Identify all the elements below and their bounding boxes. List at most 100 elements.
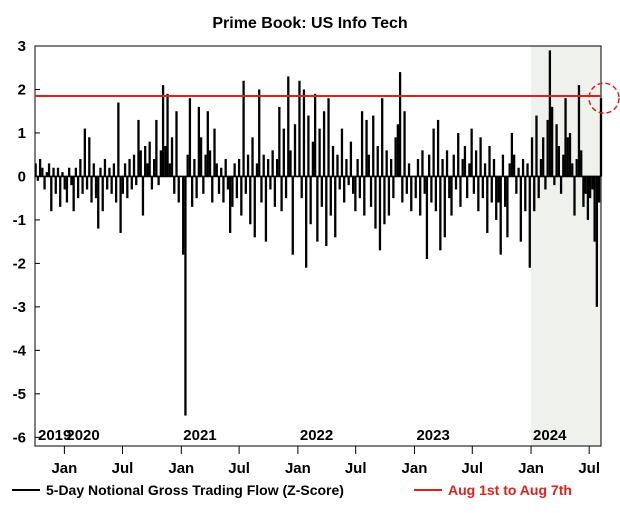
bar	[220, 167, 223, 177]
bar	[376, 146, 379, 177]
bar	[468, 163, 471, 177]
bar	[83, 128, 86, 177]
x-year-label: 2023	[416, 427, 449, 444]
bar	[347, 176, 350, 186]
bar	[392, 176, 395, 199]
bar	[407, 163, 411, 177]
bar	[63, 176, 66, 190]
bar	[439, 176, 442, 251]
bar	[542, 137, 545, 177]
bar	[416, 159, 420, 177]
y-tick-label: -1	[13, 212, 26, 229]
bar	[186, 154, 189, 177]
bar	[148, 141, 151, 177]
bar	[441, 159, 444, 177]
bar	[367, 154, 370, 177]
bar	[161, 85, 165, 177]
bar	[452, 154, 455, 177]
bar	[302, 89, 306, 177]
bar	[436, 119, 440, 177]
bar	[559, 176, 563, 194]
bar	[311, 141, 315, 177]
bar	[128, 159, 131, 177]
bar	[305, 176, 308, 268]
bar	[331, 146, 335, 177]
bar	[463, 146, 467, 177]
bar	[271, 150, 274, 177]
y-tick-label: -2	[13, 255, 26, 272]
bar	[383, 176, 386, 225]
bar	[336, 154, 339, 177]
bar	[369, 176, 373, 207]
bar	[141, 176, 145, 216]
bar	[530, 137, 534, 177]
bar	[354, 176, 357, 212]
bar	[193, 159, 196, 177]
x-month-label: Jan	[168, 460, 194, 477]
bar	[184, 176, 187, 416]
bar	[282, 128, 285, 177]
bar	[599, 98, 603, 177]
bar	[432, 128, 435, 177]
bar	[103, 159, 107, 177]
bar	[307, 115, 310, 177]
bar	[553, 176, 556, 186]
bar	[173, 176, 176, 194]
bar	[528, 176, 531, 268]
bar	[555, 124, 558, 177]
bar	[197, 106, 201, 177]
x-month-label: Jul	[228, 460, 250, 477]
bar	[191, 176, 194, 207]
bar	[278, 106, 281, 177]
bar	[443, 176, 446, 238]
bar	[506, 176, 509, 238]
bar	[430, 176, 433, 203]
bar	[139, 150, 142, 177]
bar	[112, 163, 116, 177]
x-month-label: Jul	[461, 460, 483, 477]
bar	[515, 176, 518, 194]
bar	[356, 159, 359, 177]
bar	[414, 176, 417, 199]
x-year-label: 2019	[38, 427, 71, 444]
bar	[150, 176, 154, 190]
bar	[255, 163, 259, 177]
bar	[182, 176, 185, 255]
bar	[97, 176, 100, 229]
bar	[61, 172, 64, 177]
y-tick-label: 0	[18, 168, 26, 185]
bar	[497, 176, 500, 203]
bar	[495, 176, 498, 220]
bar	[164, 146, 167, 177]
bar	[526, 163, 529, 177]
bar	[253, 176, 256, 238]
bar	[101, 176, 104, 212]
bar	[327, 98, 330, 177]
bar	[398, 72, 402, 177]
bar	[320, 176, 323, 207]
bar	[260, 176, 263, 203]
bar	[298, 80, 301, 177]
bar	[217, 176, 221, 194]
highlight-circle	[588, 82, 620, 114]
bar	[45, 172, 48, 177]
bar	[597, 176, 601, 203]
bar	[524, 176, 527, 212]
bar	[512, 154, 516, 177]
bar	[568, 132, 572, 177]
bar	[81, 176, 84, 194]
bar	[74, 167, 78, 177]
bar	[106, 176, 109, 190]
bar	[244, 176, 247, 194]
bar	[595, 176, 598, 307]
legend-label-series: 5-Day Notional Gross Trading Flow (Z-Sco…	[46, 482, 344, 498]
bar	[280, 176, 283, 212]
bar	[249, 176, 252, 225]
bar	[309, 176, 312, 225]
bar	[199, 137, 203, 177]
bar	[264, 176, 268, 242]
bar	[519, 176, 522, 242]
bar	[470, 128, 473, 177]
bar	[548, 50, 552, 177]
